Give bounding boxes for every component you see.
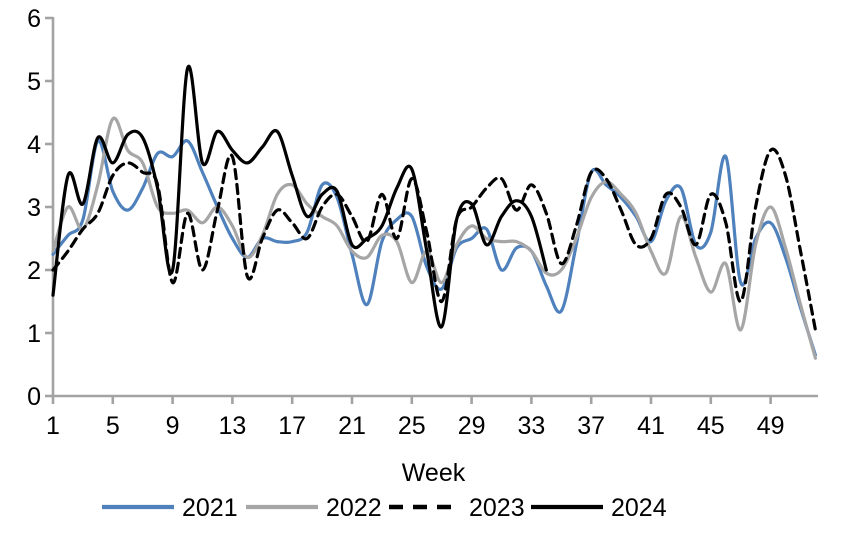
- legend-label-2023: 2023: [469, 494, 525, 522]
- legend-item-2022: 2022: [246, 494, 382, 522]
- y-tick-label: 1: [27, 320, 41, 348]
- x-tick-label: 1: [46, 412, 60, 440]
- legend-label-2021: 2021: [182, 494, 238, 522]
- series-line-2023: [51, 147, 817, 332]
- x-tick-label: 9: [166, 412, 180, 440]
- legend-item-2024: 2024: [531, 494, 667, 522]
- y-tick-label: 5: [27, 68, 41, 96]
- y-tick-label: 0: [27, 383, 41, 411]
- x-tick-label: 49: [757, 412, 785, 440]
- x-tick-label: 29: [458, 412, 486, 440]
- series-line-2022: [51, 116, 817, 360]
- x-tick-label: 21: [338, 412, 366, 440]
- x-tick-label: 17: [278, 412, 306, 440]
- x-tick-label: 25: [398, 412, 426, 440]
- y-tick-label: 6: [27, 5, 41, 33]
- x-tick-label: 41: [637, 412, 665, 440]
- x-tick-label: 37: [577, 412, 605, 440]
- x-tick-label: 5: [106, 412, 120, 440]
- x-tick-label: 13: [218, 412, 246, 440]
- x-tick-label: 45: [697, 412, 725, 440]
- legend-item-2023: 2023: [389, 494, 525, 522]
- legend-label-2022: 2022: [326, 494, 382, 522]
- x-tick-label: 33: [517, 412, 545, 440]
- legend-label-2024: 2024: [611, 494, 667, 522]
- y-tick-label: 2: [27, 257, 41, 285]
- legend-item-2021: 2021: [102, 494, 238, 522]
- y-tick-label: 4: [27, 131, 41, 159]
- y-tick-label: 3: [27, 194, 41, 222]
- series-line-2024: [51, 64, 548, 329]
- x-axis-title: Week: [402, 459, 466, 487]
- series-line-2021: [51, 139, 817, 357]
